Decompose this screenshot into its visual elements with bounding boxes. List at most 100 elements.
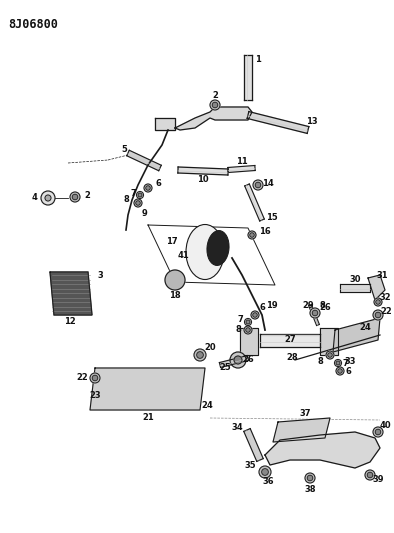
Circle shape bbox=[210, 100, 220, 110]
Text: 40: 40 bbox=[379, 421, 391, 430]
Text: 30: 30 bbox=[349, 276, 361, 285]
Text: 3: 3 bbox=[97, 271, 103, 279]
Polygon shape bbox=[273, 418, 330, 442]
Text: 4: 4 bbox=[32, 193, 38, 203]
Circle shape bbox=[373, 310, 383, 320]
Circle shape bbox=[250, 233, 254, 237]
Ellipse shape bbox=[186, 224, 224, 279]
Text: 8: 8 bbox=[319, 301, 325, 310]
Circle shape bbox=[212, 102, 218, 108]
Circle shape bbox=[248, 231, 256, 239]
Circle shape bbox=[376, 300, 380, 304]
Polygon shape bbox=[155, 118, 175, 130]
Text: 8: 8 bbox=[317, 358, 323, 367]
Polygon shape bbox=[175, 107, 252, 130]
Circle shape bbox=[246, 328, 250, 332]
Text: 7: 7 bbox=[342, 359, 348, 367]
Text: 29: 29 bbox=[302, 302, 314, 311]
Circle shape bbox=[90, 373, 100, 383]
Circle shape bbox=[246, 320, 250, 324]
Circle shape bbox=[310, 308, 320, 318]
Text: 22: 22 bbox=[76, 374, 88, 383]
Text: 32: 32 bbox=[379, 294, 391, 303]
Text: 27: 27 bbox=[284, 335, 296, 344]
Polygon shape bbox=[247, 111, 309, 133]
Circle shape bbox=[328, 353, 332, 357]
Polygon shape bbox=[244, 429, 263, 462]
Text: 26: 26 bbox=[319, 303, 331, 312]
Circle shape bbox=[374, 298, 382, 306]
Text: 14: 14 bbox=[262, 179, 274, 188]
Text: 25: 25 bbox=[219, 364, 231, 373]
Circle shape bbox=[253, 180, 263, 190]
Circle shape bbox=[375, 429, 381, 435]
Text: 9: 9 bbox=[142, 208, 148, 217]
Text: 20: 20 bbox=[204, 343, 216, 352]
Circle shape bbox=[165, 270, 185, 290]
Text: 36: 36 bbox=[262, 478, 274, 487]
Text: 19: 19 bbox=[266, 301, 278, 310]
Circle shape bbox=[338, 369, 342, 373]
Text: 24: 24 bbox=[201, 400, 213, 409]
Polygon shape bbox=[50, 272, 92, 315]
Polygon shape bbox=[320, 328, 338, 355]
Polygon shape bbox=[309, 304, 320, 326]
Circle shape bbox=[45, 195, 51, 201]
Text: 15: 15 bbox=[266, 214, 278, 222]
Circle shape bbox=[336, 361, 340, 365]
Polygon shape bbox=[127, 150, 161, 171]
Text: 26: 26 bbox=[242, 356, 254, 365]
Text: 10: 10 bbox=[197, 175, 209, 184]
Circle shape bbox=[365, 470, 375, 480]
Polygon shape bbox=[265, 432, 380, 468]
Circle shape bbox=[305, 473, 315, 483]
Polygon shape bbox=[240, 328, 258, 355]
Circle shape bbox=[134, 199, 142, 207]
Text: 39: 39 bbox=[372, 475, 384, 484]
Circle shape bbox=[259, 466, 271, 478]
Text: 24: 24 bbox=[359, 324, 371, 333]
Circle shape bbox=[70, 192, 80, 202]
Polygon shape bbox=[340, 284, 370, 292]
Circle shape bbox=[245, 319, 251, 326]
Circle shape bbox=[230, 352, 246, 368]
Polygon shape bbox=[219, 356, 249, 367]
Text: 11: 11 bbox=[236, 157, 248, 166]
Circle shape bbox=[253, 313, 257, 317]
Text: 37: 37 bbox=[299, 408, 311, 417]
Circle shape bbox=[336, 367, 344, 375]
Text: 8: 8 bbox=[123, 196, 129, 205]
Circle shape bbox=[144, 184, 152, 192]
Circle shape bbox=[262, 469, 268, 475]
Text: 12: 12 bbox=[64, 318, 76, 327]
Text: 5: 5 bbox=[121, 146, 127, 155]
Text: 2: 2 bbox=[212, 92, 218, 101]
Circle shape bbox=[41, 191, 55, 205]
Text: 6: 6 bbox=[345, 367, 351, 376]
Circle shape bbox=[136, 191, 143, 198]
Text: 38: 38 bbox=[304, 486, 316, 495]
Text: 35: 35 bbox=[244, 461, 256, 470]
Text: 23: 23 bbox=[89, 391, 101, 400]
Text: 13: 13 bbox=[306, 117, 318, 126]
Text: 7: 7 bbox=[130, 189, 136, 198]
Circle shape bbox=[194, 349, 206, 361]
Text: 33: 33 bbox=[344, 358, 356, 367]
Text: 21: 21 bbox=[142, 414, 154, 423]
Text: 18: 18 bbox=[169, 290, 181, 300]
Circle shape bbox=[136, 201, 140, 205]
Polygon shape bbox=[368, 275, 385, 300]
Text: 7: 7 bbox=[237, 316, 243, 325]
Circle shape bbox=[234, 356, 242, 364]
Polygon shape bbox=[245, 184, 264, 221]
Circle shape bbox=[197, 352, 203, 358]
Circle shape bbox=[326, 351, 334, 359]
Text: 31: 31 bbox=[376, 271, 388, 279]
Circle shape bbox=[312, 310, 318, 316]
Circle shape bbox=[92, 375, 98, 381]
Circle shape bbox=[335, 359, 342, 367]
Circle shape bbox=[373, 427, 383, 437]
Text: 22: 22 bbox=[380, 308, 392, 317]
Ellipse shape bbox=[207, 231, 229, 265]
Circle shape bbox=[251, 311, 259, 319]
